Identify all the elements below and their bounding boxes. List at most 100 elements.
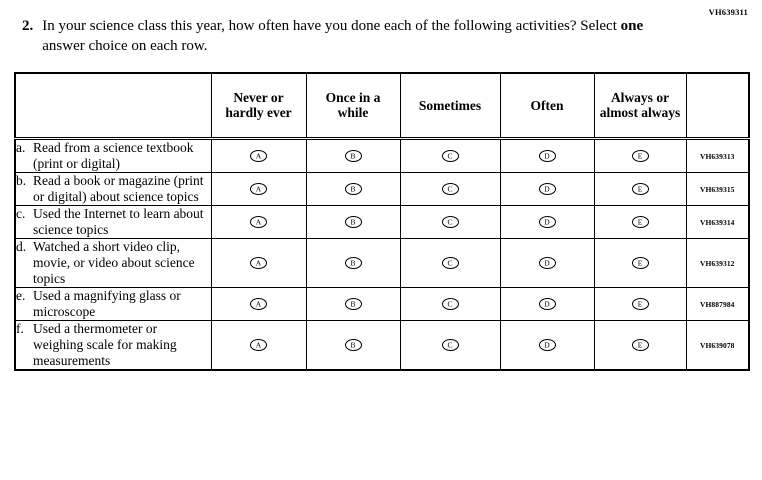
radio-bubble-c-icon[interactable]: C xyxy=(441,298,459,311)
option-cell-b-e[interactable]: E xyxy=(593,172,687,206)
row-item-id: VH639078 xyxy=(685,320,750,371)
radio-bubble-a-icon[interactable]: A xyxy=(250,216,267,229)
option-cell-e-c[interactable]: C xyxy=(399,287,501,321)
matrix-body: a. Read from a science textbook (print or… xyxy=(14,138,750,371)
option-cell-a-c[interactable]: C xyxy=(399,138,501,173)
radio-bubble-e-icon[interactable]: E xyxy=(631,339,649,352)
table-row: e. Used a magnifying glass or microscope A… xyxy=(14,287,750,321)
option-cell-c-e[interactable]: E xyxy=(593,205,687,239)
radio-bubble-d-icon[interactable]: D xyxy=(538,183,556,196)
radio-bubble-letter: D xyxy=(544,151,550,161)
question-number: 2. xyxy=(22,18,34,34)
radio-bubble-letter: E xyxy=(637,340,643,350)
radio-bubble-letter: E xyxy=(637,299,643,309)
option-cell-f-e[interactable]: E xyxy=(593,320,687,371)
radio-bubble-e-icon[interactable]: E xyxy=(631,298,649,311)
radio-bubble-letter: C xyxy=(447,151,453,161)
row-item-id: VH639312 xyxy=(685,238,750,288)
radio-bubble-d-icon[interactable]: D xyxy=(538,339,556,352)
radio-bubble-c-icon[interactable]: C xyxy=(441,150,459,163)
radio-bubble-b-icon[interactable]: B xyxy=(344,257,362,270)
radio-bubble-a-icon[interactable]: A xyxy=(250,183,267,196)
radio-bubble-c-icon[interactable]: C xyxy=(441,339,459,352)
option-cell-b-d[interactable]: D xyxy=(499,172,595,206)
option-cell-f-b[interactable]: B xyxy=(305,320,401,371)
option-cell-e-d[interactable]: D xyxy=(499,287,595,321)
radio-bubble-b-icon[interactable]: B xyxy=(344,216,362,229)
radio-bubble-a-icon[interactable]: A xyxy=(250,298,267,311)
radio-bubble-c-icon[interactable]: C xyxy=(441,257,459,270)
table-row: c. Used the Internet to learn about scien… xyxy=(14,205,750,239)
radio-bubble-letter: B xyxy=(350,151,356,161)
radio-bubble-letter: C xyxy=(447,299,453,309)
option-cell-c-c[interactable]: C xyxy=(399,205,501,239)
radio-bubble-e-icon[interactable]: E xyxy=(631,216,649,229)
radio-bubble-a-icon[interactable]: A xyxy=(250,150,267,163)
question-text-part1: In your science class this year, how oft… xyxy=(42,18,621,34)
option-cell-a-e[interactable]: E xyxy=(593,138,687,173)
radio-bubble-letter: B xyxy=(350,340,356,350)
radio-bubble-letter: B xyxy=(350,184,356,194)
radio-bubble-a-icon[interactable]: A xyxy=(250,339,267,352)
option-cell-d-e[interactable]: E xyxy=(593,238,687,288)
radio-bubble-b-icon[interactable]: B xyxy=(344,298,362,311)
option-cell-d-c[interactable]: C xyxy=(399,238,501,288)
radio-bubble-d-icon[interactable]: D xyxy=(538,150,556,163)
option-cell-c-d[interactable]: D xyxy=(499,205,595,239)
row-letter: a. xyxy=(16,140,26,155)
radio-bubble-b-icon[interactable]: B xyxy=(344,339,362,352)
radio-bubble-e-icon[interactable]: E xyxy=(631,183,649,196)
option-cell-f-c[interactable]: C xyxy=(399,320,501,371)
option-cell-e-b[interactable]: B xyxy=(305,287,401,321)
radio-bubble-letter: D xyxy=(544,299,550,309)
radio-bubble-d-icon[interactable]: D xyxy=(538,257,556,270)
option-cell-b-b[interactable]: B xyxy=(305,172,401,206)
radio-bubble-a-icon[interactable]: A xyxy=(250,257,267,270)
option-cell-f-d[interactable]: D xyxy=(499,320,595,371)
header-id-blank xyxy=(685,72,750,140)
option-cell-a-a[interactable]: A xyxy=(210,138,307,173)
header-stem-blank xyxy=(14,72,212,140)
option-cell-f-a[interactable]: A xyxy=(210,320,307,371)
radio-bubble-b-icon[interactable]: B xyxy=(344,150,362,163)
radio-bubble-letter: A xyxy=(255,299,262,309)
radio-bubble-letter: E xyxy=(637,258,643,268)
option-cell-e-e[interactable]: E xyxy=(593,287,687,321)
response-matrix: Never or hardly ever Once in a while Som… xyxy=(14,72,750,371)
radio-bubble-letter: C xyxy=(447,340,453,350)
row-stem: f. Used a thermometer or weighing scale f… xyxy=(14,320,212,371)
radio-bubble-letter: C xyxy=(447,184,453,194)
row-stem: a. Read from a science textbook (print or… xyxy=(14,138,212,173)
question-text: In your science class this year, how oft… xyxy=(42,16,682,56)
row-stem: e. Used a magnifying glass or microscope xyxy=(14,287,212,321)
radio-bubble-c-icon[interactable]: C xyxy=(441,183,459,196)
row-item-id: VH639314 xyxy=(685,205,750,239)
radio-bubble-letter: B xyxy=(350,217,356,227)
radio-bubble-b-icon[interactable]: B xyxy=(344,183,362,196)
header-never-or-hardly-ever: Never or hardly ever xyxy=(210,72,307,140)
radio-bubble-e-icon[interactable]: E xyxy=(631,257,649,270)
option-cell-d-d[interactable]: D xyxy=(499,238,595,288)
radio-bubble-letter: A xyxy=(255,217,262,227)
option-cell-d-b[interactable]: B xyxy=(305,238,401,288)
radio-bubble-c-icon[interactable]: C xyxy=(441,216,459,229)
option-cell-d-a[interactable]: A xyxy=(210,238,307,288)
option-cell-e-a[interactable]: A xyxy=(210,287,307,321)
radio-bubble-e-icon[interactable]: E xyxy=(631,150,649,163)
radio-bubble-letter: E xyxy=(637,151,643,161)
table-row: a. Read from a science textbook (print or… xyxy=(14,138,750,173)
radio-bubble-d-icon[interactable]: D xyxy=(538,298,556,311)
radio-bubble-letter: D xyxy=(544,258,550,268)
row-letter: e. xyxy=(16,288,26,303)
option-cell-a-d[interactable]: D xyxy=(499,138,595,173)
table-row: d. Watched a short video clip, movie, or … xyxy=(14,238,750,288)
row-label: Used a thermometer or weighing scale for… xyxy=(33,321,177,368)
option-cell-a-b[interactable]: B xyxy=(305,138,401,173)
option-cell-c-b[interactable]: B xyxy=(305,205,401,239)
option-cell-c-a[interactable]: A xyxy=(210,205,307,239)
option-cell-b-c[interactable]: C xyxy=(399,172,501,206)
row-letter: f. xyxy=(16,321,24,336)
row-label: Watched a short video clip, movie, or vi… xyxy=(33,239,195,286)
radio-bubble-d-icon[interactable]: D xyxy=(538,216,556,229)
option-cell-b-a[interactable]: A xyxy=(210,172,307,206)
